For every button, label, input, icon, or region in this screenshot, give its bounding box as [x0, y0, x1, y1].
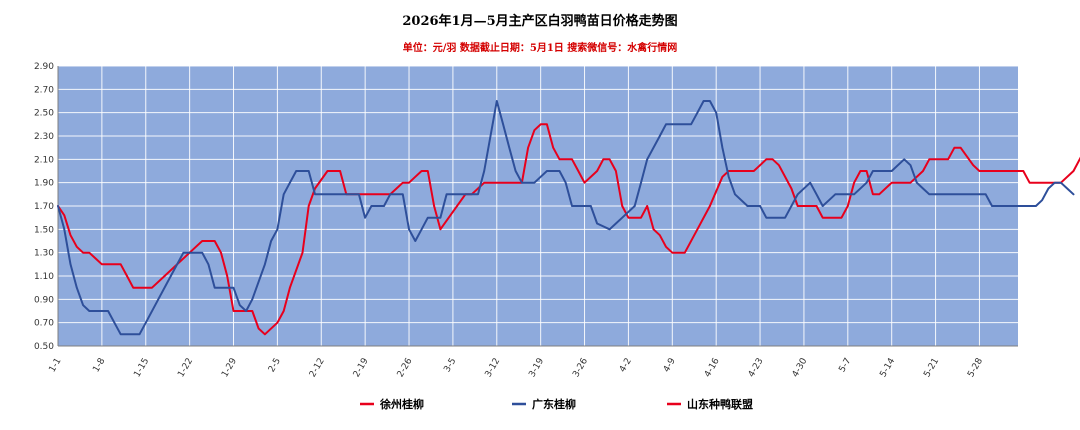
x-tick-label: 5-28: [966, 356, 985, 379]
x-tick-label: 3-5: [442, 357, 458, 375]
y-tick-label: 2.70: [34, 85, 54, 95]
chart-subtitle: 单位：元/羽 数据截止日期：5月1日 搜索微信号：水禽行情网: [402, 43, 678, 54]
x-tick-label: 1-29: [220, 356, 239, 379]
series-lines: [57, 100, 1080, 336]
legend-label-2: 山东种鸭联盟: [687, 397, 753, 411]
x-tick-label: 3-26: [571, 356, 590, 379]
legend-label-1: 广东桂柳: [532, 397, 576, 411]
x-tick-label: 4-23: [747, 357, 766, 380]
x-tick-label: 2-5: [267, 357, 283, 375]
series-line-1: [57, 100, 1075, 336]
y-tick-label: 2.90: [34, 62, 54, 72]
y-tick-label: 1.30: [34, 249, 54, 259]
x-tick-label: 3-12: [484, 357, 503, 380]
y-tick-label: 1.70: [34, 202, 54, 212]
y-tick-label: 0.70: [34, 319, 54, 329]
legend-label-0: 徐州桂柳: [379, 397, 424, 411]
y-tick-label: 2.30: [34, 132, 54, 142]
y-tick-label: 0.90: [34, 295, 54, 305]
y-tick-label: 2.10: [34, 155, 54, 165]
x-tick-label: 1-8: [91, 356, 107, 374]
x-tick-label: 1-22: [176, 357, 195, 380]
x-tick-label: 4-16: [703, 356, 722, 379]
x-tick-label: 5-7: [837, 357, 853, 375]
x-tick-label: 4-30: [791, 356, 810, 379]
x-tick-label: 2-12: [308, 357, 327, 380]
x-tick-label: 3-19: [527, 356, 546, 379]
x-tick-label: 2-19: [352, 356, 371, 379]
x-tick-label: 2-26: [396, 356, 415, 379]
x-tick-label: 5-14: [878, 356, 897, 379]
legend: 徐州桂柳 广东桂柳 山东种鸭联盟: [360, 397, 753, 411]
y-tick-label: 1.50: [34, 225, 54, 235]
y-tick-label: 1.90: [34, 179, 54, 189]
x-tick-label: 1-1: [48, 357, 64, 375]
x-tick-label: 5-21: [922, 357, 941, 380]
x-tick-label: 4-9: [662, 356, 678, 374]
y-tick-label: 0.50: [34, 342, 54, 352]
axes: 0.50 0.70 0.90 1.10 1.30 1.50 1.70 1.90 2.10 2.30…: [34, 62, 1018, 379]
series-line-0: [57, 123, 1080, 336]
x-tick-label: 4-2: [618, 357, 634, 375]
x-tick-label: 1-15: [132, 357, 151, 380]
y-tick-label: 1.10: [34, 272, 54, 282]
y-tick-label: 2.50: [34, 109, 54, 119]
chart-title: 2026年1月—5月主产区白羽鸭苗日价格走势图: [402, 14, 678, 29]
